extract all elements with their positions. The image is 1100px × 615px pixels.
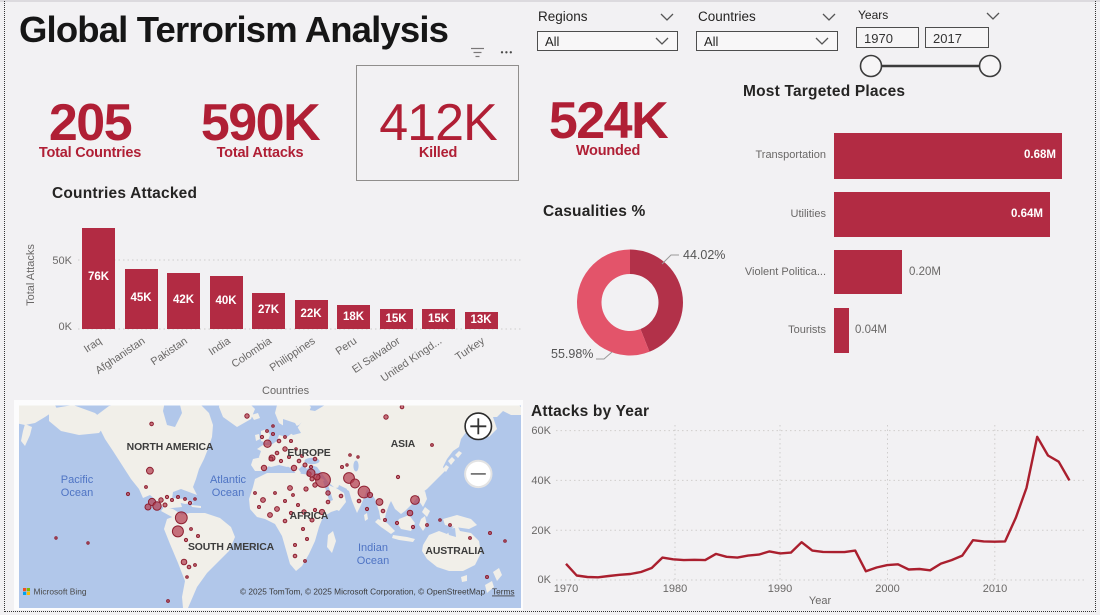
svg-text:Indian: Indian <box>358 542 388 554</box>
svg-text:AUSTRALIA: AUSTRALIA <box>425 546 485 557</box>
svg-text:EUROPE: EUROPE <box>287 448 330 459</box>
svg-text:ASIA: ASIA <box>391 439 416 450</box>
svg-text:Ocean: Ocean <box>357 555 389 567</box>
svg-text:Ocean: Ocean <box>212 487 244 499</box>
svg-text:NORTH AMERICA: NORTH AMERICA <box>127 442 214 453</box>
svg-text:Pacific: Pacific <box>61 474 94 486</box>
svg-text:© 2025 TomTom, © 2025 Microsof: © 2025 TomTom, © 2025 Microsoft Corporat… <box>240 587 515 597</box>
svg-text:Ocean: Ocean <box>61 487 93 499</box>
svg-text:SOUTH AMERICA: SOUTH AMERICA <box>188 542 275 553</box>
svg-text:AFRICA: AFRICA <box>290 511 329 522</box>
svg-text:Atlantic: Atlantic <box>210 474 247 486</box>
svg-text:Microsoft Bing: Microsoft Bing <box>34 587 87 597</box>
